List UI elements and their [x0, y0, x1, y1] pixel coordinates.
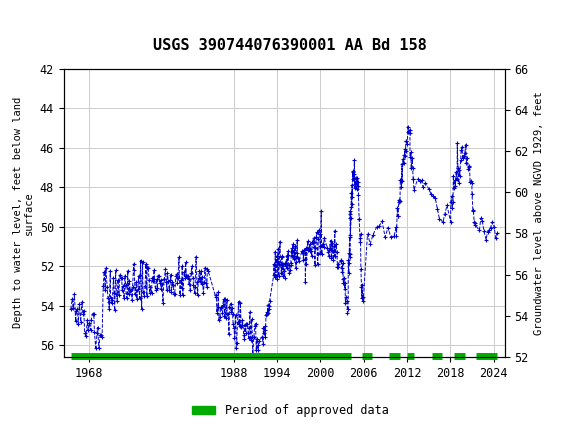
Legend: Period of approved data: Period of approved data [187, 399, 393, 422]
Y-axis label: Depth to water level, feet below land
surface: Depth to water level, feet below land su… [13, 97, 34, 329]
Text: ≋USGS: ≋USGS [9, 11, 68, 26]
Y-axis label: Groundwater level above NGVD 1929, feet: Groundwater level above NGVD 1929, feet [534, 91, 544, 335]
Text: USGS 390744076390001 AA Bd 158: USGS 390744076390001 AA Bd 158 [153, 38, 427, 52]
